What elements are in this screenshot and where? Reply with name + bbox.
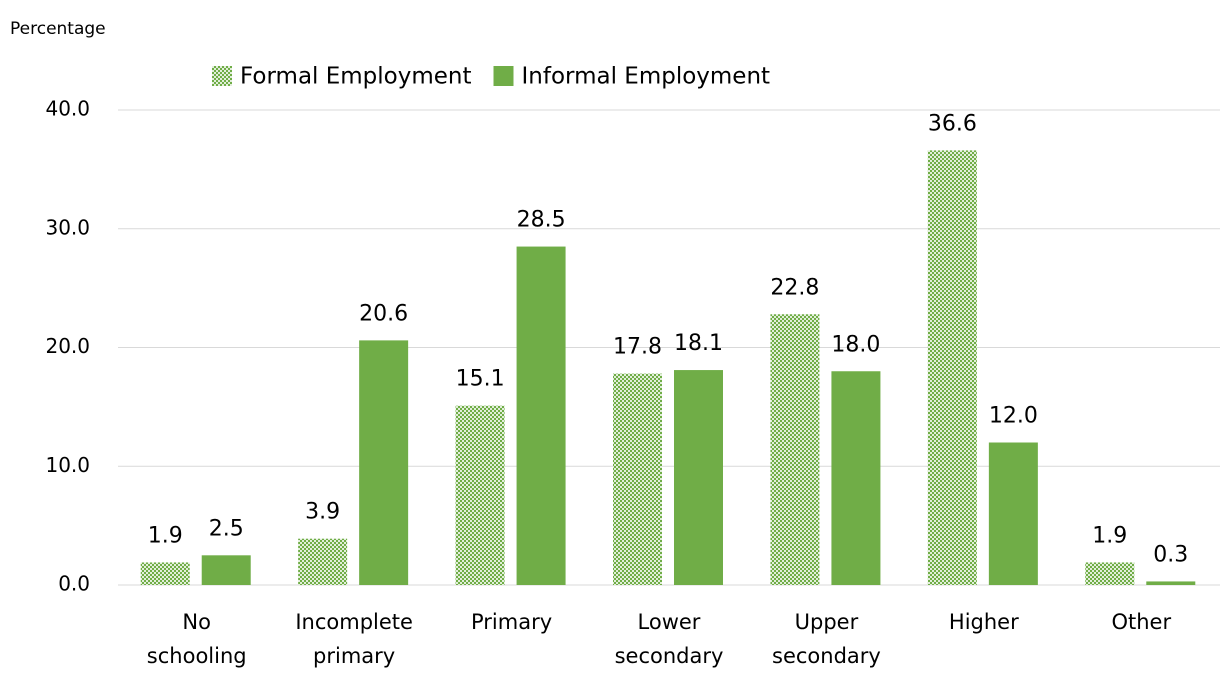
value-label: 1.9: [148, 523, 183, 548]
value-label: 28.5: [517, 208, 566, 233]
legend-swatch: [493, 66, 514, 86]
value-label: 1.9: [1092, 523, 1127, 548]
x-tick-label: Upper secondary: [772, 610, 881, 668]
y-tick-label: 20.0: [45, 334, 90, 358]
bar: [298, 538, 348, 585]
value-label: 18.1: [674, 331, 723, 356]
y-axis-label: Percentage: [10, 19, 106, 39]
bar: [613, 373, 662, 585]
bar: [201, 555, 251, 585]
bar: [140, 562, 190, 585]
value-label: 15.1: [456, 367, 505, 392]
value-label: 0.3: [1153, 542, 1188, 567]
bar: [1085, 562, 1135, 585]
legend-swatch: [212, 66, 232, 86]
x-tick-label: Incomplete primary: [295, 610, 413, 668]
x-tick-label: No schooling: [146, 610, 247, 668]
y-tick-label: 40.0: [45, 97, 90, 121]
value-label: 3.9: [305, 500, 340, 525]
value-label: 17.8: [613, 335, 662, 360]
x-tick-label: Primary: [470, 610, 553, 634]
bar: [359, 340, 409, 585]
value-label: 22.8: [770, 275, 819, 300]
bar: [988, 442, 1038, 585]
value-label: 2.5: [209, 516, 244, 541]
bar: [1146, 581, 1196, 585]
x-tick-label: Lower secondary: [614, 610, 724, 668]
y-tick-label: 10.0: [45, 453, 90, 477]
x-tick-label: Other: [1111, 610, 1172, 634]
bar: [770, 314, 820, 585]
legend-label: Formal Employment: [240, 64, 472, 90]
value-label: 36.6: [928, 111, 977, 136]
y-tick-label: 0.0: [58, 572, 90, 596]
y-tick-label: 30.0: [45, 215, 90, 239]
value-label: 12.0: [989, 404, 1038, 429]
bar: [831, 371, 881, 585]
x-tick-label: Higher: [948, 610, 1019, 634]
value-label: 20.6: [359, 301, 408, 326]
bar: [927, 150, 977, 585]
bar: [455, 405, 505, 585]
bar: [516, 246, 566, 585]
value-label: 18.0: [831, 332, 880, 357]
bar: [674, 370, 723, 585]
legend-label: Informal Employment: [522, 64, 771, 90]
